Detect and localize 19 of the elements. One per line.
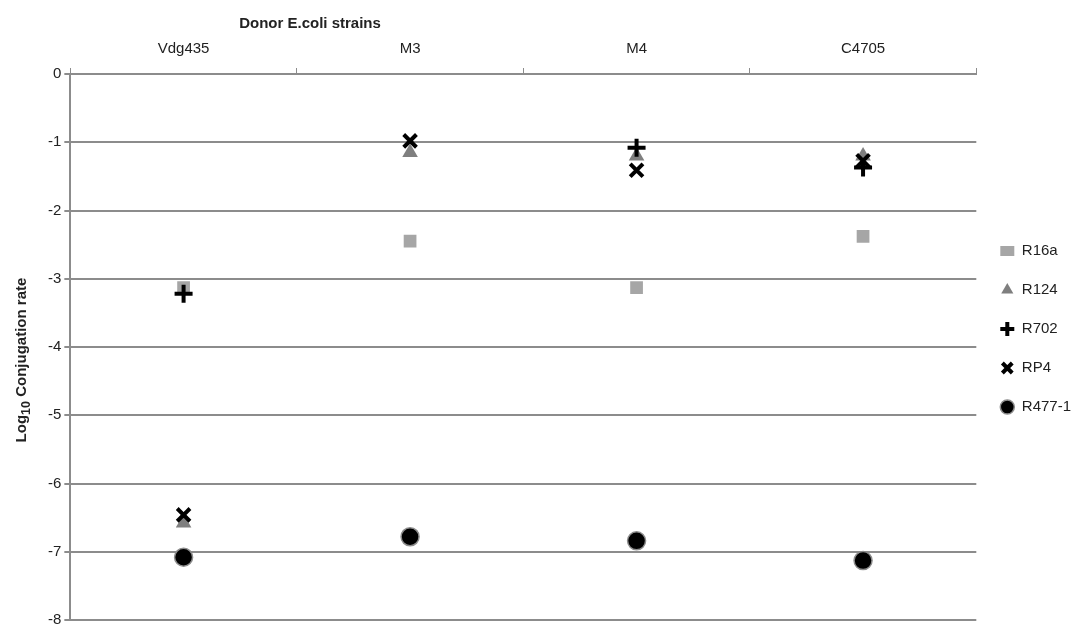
y-tick-label: -8	[47, 610, 62, 628]
y-tick-label: -6	[47, 473, 62, 491]
legend-label: R16a	[1021, 241, 1059, 259]
y-tick-label: -4	[47, 337, 62, 355]
y-tick-label: -5	[47, 405, 62, 423]
x-tick-label: Vdg435	[157, 39, 210, 57]
legend-label: RP4	[1021, 358, 1051, 376]
legend-label: R477-1	[1021, 397, 1072, 415]
y-tick-label: 0	[52, 64, 62, 82]
y-tick-label: -3	[47, 268, 62, 286]
x-tick-label: M4	[626, 39, 647, 57]
y-tick-label: -7	[47, 541, 62, 559]
chart-title: Donor E.coli strains	[238, 14, 382, 31]
legend-label: R702	[1021, 319, 1058, 337]
y-tick-label: -2	[47, 200, 62, 218]
y-tick-label: -1	[47, 132, 62, 150]
x-tick-label: M3	[399, 39, 421, 57]
x-tick-label: C4705	[840, 39, 886, 57]
legend-label: R124	[1021, 280, 1058, 298]
